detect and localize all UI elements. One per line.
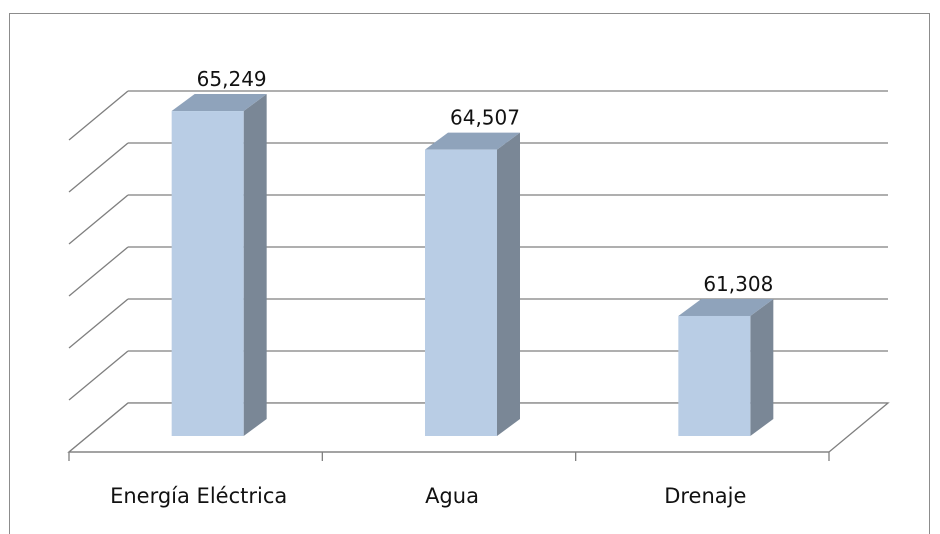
category-axis — [68, 451, 830, 461]
bar — [678, 298, 774, 436]
bar — [425, 132, 520, 437]
data-label: 61,308 — [703, 272, 773, 296]
bars — [171, 94, 774, 437]
category-label: Agua — [425, 484, 479, 508]
gridline-side — [68, 298, 129, 349]
bar-side — [750, 298, 774, 436]
data-labels: 65,249 64,507 61,308 — [197, 67, 774, 296]
bar-top — [678, 298, 774, 316]
bar-top — [425, 132, 520, 150]
bar-side — [497, 132, 520, 437]
category-labels: Energía Eléctrica Agua Drenaje — [110, 484, 746, 508]
bar-front — [678, 315, 751, 436]
gridline-side — [68, 142, 129, 193]
category-label: Energía Eléctrica — [110, 484, 287, 508]
bar-side — [243, 94, 267, 436]
gridline-side — [68, 350, 129, 401]
category-label: Drenaje — [664, 484, 746, 508]
bar-top — [171, 94, 267, 112]
bar — [171, 94, 267, 436]
data-label: 65,249 — [197, 67, 267, 91]
gridline-side — [68, 194, 129, 245]
gridline-side — [68, 246, 129, 297]
bar-front — [171, 111, 244, 436]
data-label: 64,507 — [450, 106, 520, 130]
gridline-side — [68, 90, 129, 141]
bar-front — [425, 149, 497, 437]
